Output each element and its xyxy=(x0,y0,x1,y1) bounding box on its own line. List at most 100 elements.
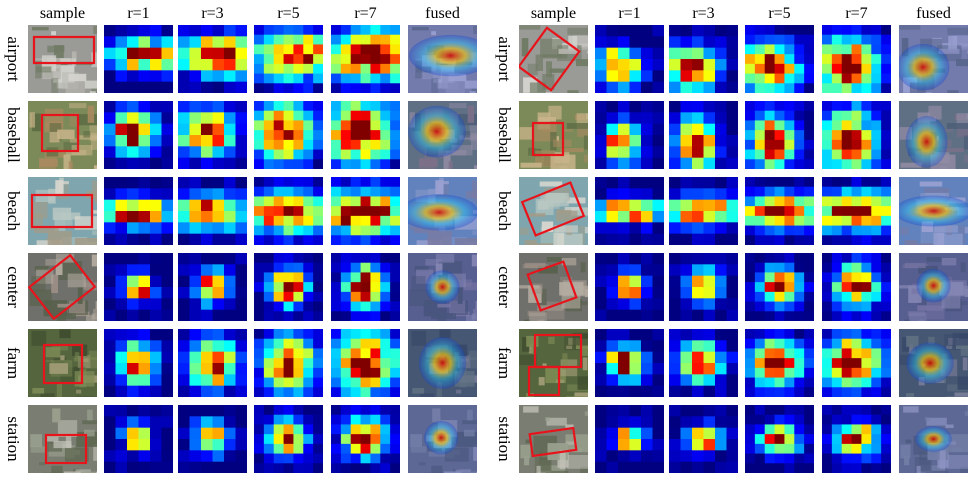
sample-image-graphic xyxy=(519,177,588,245)
attention-heatmap-r3 xyxy=(178,329,247,397)
attention-heatmap-r5-graphic xyxy=(745,329,814,397)
fused-heatmap-graphic xyxy=(899,101,968,169)
attention-heatmap-r7 xyxy=(331,25,400,93)
attention-heatmap-r5 xyxy=(254,177,323,245)
sample-image xyxy=(519,25,588,93)
column-header-r3: r=3 xyxy=(201,5,224,22)
row-label-beach: beach xyxy=(1,177,25,245)
attention-heatmap-r3 xyxy=(669,25,738,93)
row-label-text: center xyxy=(4,266,23,308)
attention-heatmap-r1 xyxy=(595,329,664,397)
row-label-text: baseball xyxy=(495,107,514,163)
fused-heatmap xyxy=(899,253,968,321)
column-header-r5: r=5 xyxy=(277,5,300,22)
attention-heatmap-r5-graphic xyxy=(254,177,323,245)
sample-image xyxy=(28,329,97,397)
attention-heatmap-r1 xyxy=(595,25,664,93)
sample-image-graphic xyxy=(28,329,97,397)
attention-heatmap-r3 xyxy=(178,177,247,245)
sample-image-graphic xyxy=(519,405,588,473)
attention-heatmap-r5-graphic xyxy=(254,405,323,473)
attention-heatmap-r7-graphic xyxy=(822,177,891,245)
fused-heatmap xyxy=(899,101,968,169)
sample-image-graphic xyxy=(519,329,588,397)
attention-heatmap-r7 xyxy=(822,329,891,397)
attention-heatmap-r1 xyxy=(595,101,664,169)
attention-heatmap-r1-graphic xyxy=(595,253,664,321)
attention-heatmap-r7 xyxy=(822,101,891,169)
attention-heatmap-r5 xyxy=(745,405,814,473)
column-header-r3: r=3 xyxy=(692,5,715,22)
attention-heatmap-r5 xyxy=(745,101,814,169)
fused-heatmap-graphic xyxy=(899,329,968,397)
row-label-center: center xyxy=(1,253,25,321)
sample-image-graphic xyxy=(519,253,588,321)
attention-heatmap-r5 xyxy=(254,101,323,169)
attention-heatmap-r7 xyxy=(331,329,400,397)
attention-heatmap-r7-graphic xyxy=(331,177,400,245)
attention-heatmap-r3 xyxy=(178,253,247,321)
attention-heatmap-r3-graphic xyxy=(178,101,247,169)
row-label-text: farm xyxy=(4,346,23,380)
row-label-text: beach xyxy=(4,191,23,231)
column-header-fused: fused xyxy=(916,5,951,22)
fused-heatmap-graphic xyxy=(408,405,477,473)
fused-heatmap xyxy=(408,405,477,473)
fused-heatmap-graphic xyxy=(408,101,477,169)
row-label-station: station xyxy=(492,405,516,473)
row-label-center: center xyxy=(492,253,516,321)
row-label-text: beach xyxy=(495,191,514,231)
attention-heatmap-r7 xyxy=(331,405,400,473)
attention-heatmap-r7-graphic xyxy=(822,25,891,93)
row-label-station: station xyxy=(1,405,25,473)
attention-heatmap-r5 xyxy=(745,25,814,93)
row-label-text: station xyxy=(4,416,23,462)
row-label-text: center xyxy=(495,266,514,308)
attention-heatmap-r5 xyxy=(254,25,323,93)
attention-heatmap-r5-graphic xyxy=(254,253,323,321)
attention-heatmap-r1 xyxy=(595,253,664,321)
attention-heatmap-r5-graphic xyxy=(745,177,814,245)
column-header-sample: sample xyxy=(530,5,577,22)
column-header-r1: r=1 xyxy=(618,5,641,22)
fused-heatmap-graphic xyxy=(408,253,477,321)
attention-heatmap-r3-graphic xyxy=(178,25,247,93)
attention-heatmap-r3-graphic xyxy=(178,177,247,245)
fused-heatmap xyxy=(408,177,477,245)
attention-heatmap-r5-graphic xyxy=(745,25,814,93)
attention-heatmap-r5 xyxy=(745,329,814,397)
fused-heatmap-graphic xyxy=(899,177,968,245)
attention-heatmap-r3-graphic xyxy=(669,329,738,397)
attention-heatmap-r3-graphic xyxy=(669,405,738,473)
attention-heatmap-r7-graphic xyxy=(331,405,400,473)
attention-heatmap-r7 xyxy=(822,25,891,93)
attention-heatmap-r3-graphic xyxy=(178,329,247,397)
attention-heatmap-r1-graphic xyxy=(595,329,664,397)
row-label-beach: beach xyxy=(492,177,516,245)
attention-heatmap-r1-graphic xyxy=(595,177,664,245)
fused-heatmap-graphic xyxy=(408,177,477,245)
attention-heatmap-r3 xyxy=(178,405,247,473)
attention-heatmap-r7-graphic xyxy=(822,329,891,397)
sample-image-graphic xyxy=(28,25,97,93)
row-label-farm: farm xyxy=(492,329,516,397)
column-header-r7: r=7 xyxy=(354,5,377,22)
attention-heatmap-r7-graphic xyxy=(331,101,400,169)
row-label-farm: farm xyxy=(1,329,25,397)
attention-heatmap-r5-graphic xyxy=(254,329,323,397)
attention-heatmap-r3 xyxy=(669,329,738,397)
sample-image-graphic xyxy=(519,25,588,93)
attention-heatmap-r7 xyxy=(822,177,891,245)
fused-heatmap-graphic xyxy=(899,405,968,473)
attention-heatmap-r1 xyxy=(104,25,173,93)
attention-heatmap-r7-graphic xyxy=(822,405,891,473)
attention-heatmap-r1-graphic xyxy=(104,253,173,321)
attention-heatmap-r1 xyxy=(104,405,173,473)
attention-heatmap-r7-graphic xyxy=(331,329,400,397)
attention-heatmap-r1 xyxy=(595,177,664,245)
attention-heatmap-r7 xyxy=(331,101,400,169)
fused-heatmap-graphic xyxy=(408,329,477,397)
attention-heatmap-r3-graphic xyxy=(669,177,738,245)
attention-heatmap-r3 xyxy=(669,177,738,245)
sample-image-graphic xyxy=(519,101,588,169)
